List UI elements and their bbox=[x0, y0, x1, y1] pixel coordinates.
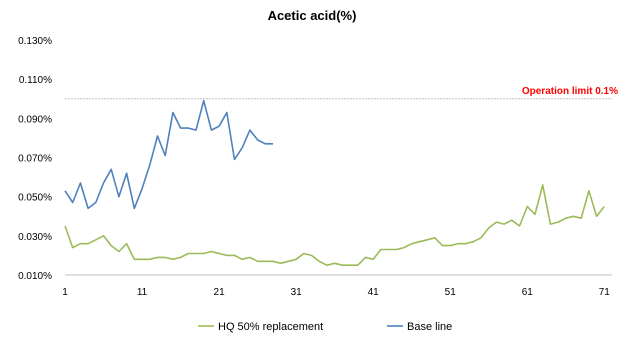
y-tick-label: 0.070% bbox=[18, 154, 52, 165]
y-tick-label: 0.010% bbox=[18, 271, 52, 282]
x-tick-label: 41 bbox=[368, 287, 380, 298]
operation-limit-label: Operation limit 0.1% bbox=[522, 86, 618, 97]
x-tick-label: 71 bbox=[599, 287, 611, 298]
y-axis-ticks: 0.010% 0.030% 0.050% 0.070% 0.090% 0.110% 0.13… bbox=[18, 36, 52, 282]
x-tick-label: 1 bbox=[62, 287, 68, 298]
chart-title: Acetic acid(%) bbox=[268, 8, 357, 23]
x-tick-label: 31 bbox=[291, 287, 303, 298]
x-axis-ticks: 1 11 21 31 41 51 61 71 bbox=[62, 287, 610, 298]
x-tick-label: 61 bbox=[522, 287, 534, 298]
series-line-baseline bbox=[64, 99, 273, 210]
y-tick-label: 0.050% bbox=[18, 193, 52, 204]
legend-label-hq: HQ 50% replacement bbox=[218, 321, 323, 333]
legend: HQ 50% replacement Base line bbox=[198, 321, 452, 333]
legend-label-baseline: Base line bbox=[407, 321, 452, 333]
legend-item-hq: HQ 50% replacement bbox=[198, 321, 323, 333]
x-tick-label: 21 bbox=[214, 287, 226, 298]
y-tick-label: 0.130% bbox=[18, 36, 52, 47]
y-tick-label: 0.110% bbox=[19, 75, 52, 86]
series-layer bbox=[64, 99, 605, 267]
y-tick-label: 0.090% bbox=[18, 114, 52, 125]
y-tick-label: 0.030% bbox=[18, 232, 52, 243]
operation-limit: Operation limit 0.1% bbox=[65, 86, 618, 100]
x-tick-label: 51 bbox=[445, 287, 457, 298]
legend-item-baseline: Base line bbox=[387, 321, 452, 333]
x-tick-label: 11 bbox=[137, 287, 148, 298]
series-line-hq bbox=[64, 184, 605, 267]
